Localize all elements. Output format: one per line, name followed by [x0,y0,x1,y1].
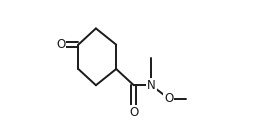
Text: O: O [129,106,138,119]
Text: O: O [164,92,173,105]
Text: O: O [56,38,65,51]
Text: N: N [147,79,156,92]
